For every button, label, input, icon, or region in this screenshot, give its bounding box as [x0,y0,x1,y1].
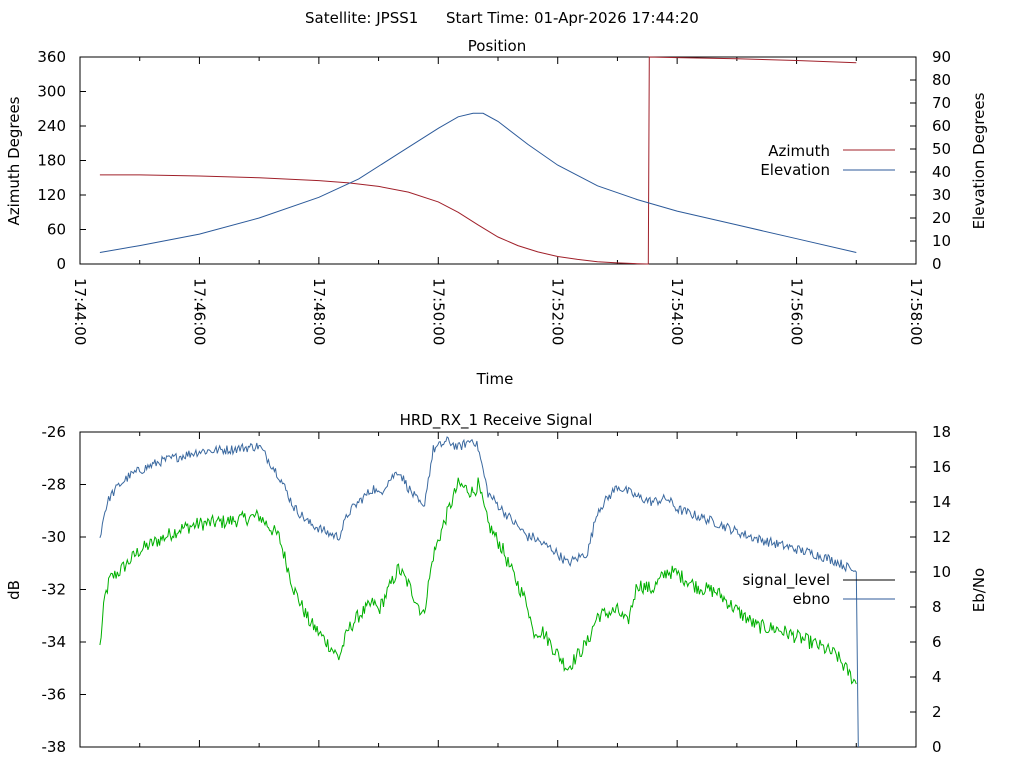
signal-plot-frame [79,431,917,748]
position-ytick-label: 0 [56,255,66,273]
signal-ytick-label: -26 [42,423,67,441]
position-xtick-label: 17:52:00 [549,278,567,345]
position-y2tick-label: 40 [932,163,951,181]
position-y2tick-label: 70 [932,94,951,112]
signal-y2tick-label: 14 [932,493,951,511]
position-ytick-label: 300 [37,83,66,101]
signal-y2tick-label: 4 [932,668,942,686]
position-ytick-label: 180 [37,152,66,170]
signal-y2tick-label: 8 [932,598,942,616]
position-series-elevation [99,112,857,253]
position-legend: Azimuth Elevation [760,142,895,179]
position-y2tick-label: 60 [932,117,951,135]
signal-chart: HRD_RX_1 Receive Signal -38 -36 -34 -32 -30 -… [5,411,988,756]
position-xtick-label: 17:50:00 [429,278,447,345]
position-y2-axis-title: Elevation Degrees [970,92,988,229]
position-series-azimuth [99,56,857,265]
signal-series-signal-trace [99,477,857,685]
signal-ytick-label: -32 [42,581,67,599]
start-time-label: Start Time: 01-Apr-2026 17:44:20 [446,9,699,27]
position-y2tick-label: 30 [932,186,951,204]
position-y2tick-label: 80 [932,71,951,89]
signal-ytick-label: -34 [42,633,67,651]
position-ytick-label: 360 [37,48,66,66]
position-xtick-label: 17:44:00 [71,278,89,345]
position-xtick-label: 17:48:00 [310,278,328,345]
position-y2tick-label: 20 [932,209,951,227]
signal-y2tick-label: 0 [932,738,942,756]
signal-y-axis-title: dB [5,580,23,600]
signal-chart-title: HRD_RX_1 Receive Signal [400,411,593,430]
satellite-label: Satellite: JPSS1 [305,9,418,27]
position-xtick-label: 17:56:00 [788,278,806,345]
position-y2tick-label: 50 [932,140,951,158]
position-y2tick-label: 10 [932,232,951,250]
position-x-axis-title: Time [476,370,514,388]
position-chart: Position 0 60 120 180 240 300 360 0 10 20 30 40 50 60… [5,37,988,388]
signal-y2tick-label: 10 [932,563,951,581]
signal-ytick-label: -30 [42,528,67,546]
legend-label-ebno: ebno [793,590,830,608]
position-xtick-label: 17:54:00 [668,278,686,345]
legend-label-signal-level: signal_level [742,571,830,590]
legend-label-elevation: Elevation [760,161,830,179]
position-ytick-label: 120 [37,186,66,204]
position-ytick-label: 240 [37,117,66,135]
position-y2tick-label: 0 [932,255,942,273]
signal-series-ebno-trace [99,436,859,748]
position-y-axis-title: Azimuth Degrees [5,96,23,225]
signal-legend: signal_level ebno [742,571,895,608]
signal-ytick-label: -36 [42,686,67,704]
signal-y2tick-label: 2 [932,703,942,721]
signal-y2tick-label: 18 [932,423,951,441]
signal-y2tick-label: 16 [932,458,951,476]
legend-label-azimuth: Azimuth [768,142,830,160]
position-ytick-label: 60 [47,221,66,239]
signal-y2-axis-title: Eb/No [970,568,988,612]
signal-ytick-label: -28 [42,476,67,494]
signal-y2tick-label: 6 [932,633,942,651]
position-xtick-label: 17:58:00 [907,278,925,345]
position-chart-title: Position [468,37,526,55]
signal-y2tick-label: 12 [932,528,951,546]
signal-ytick-label: -38 [42,738,67,756]
position-xtick-label: 17:46:00 [190,278,208,345]
position-y2tick-label: 90 [932,48,951,66]
